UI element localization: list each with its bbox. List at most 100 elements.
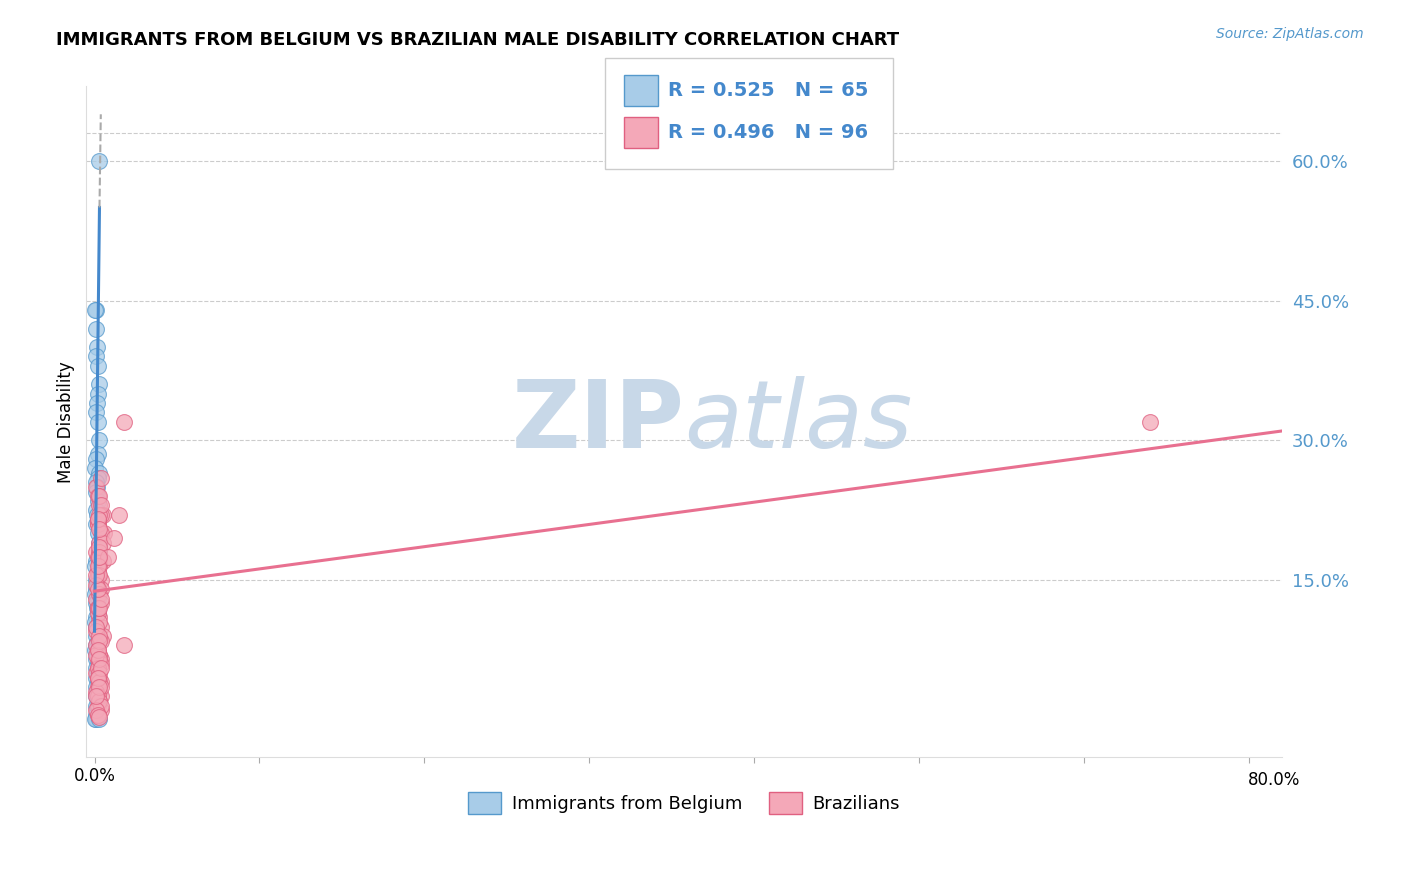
Point (87, 708, 110, 723)
Point (90, 703, 112, 717)
Point (89, 685, 111, 699)
Point (90, 499, 112, 513)
Point (89, 657, 111, 671)
Point (84, 652, 107, 666)
Point (91, 508, 114, 522)
Point (84, 643, 107, 657)
Point (84, 545, 107, 559)
Point (87, 568, 110, 582)
Point (84, 624, 107, 639)
Point (93, 526, 115, 541)
Point (89, 610, 111, 624)
Point (84, 708, 107, 723)
Point (84, 671, 107, 685)
Point (84, 302, 107, 317)
Point (84, 350, 107, 364)
Point (89, 466, 111, 480)
Point (89, 489, 111, 503)
Point (89, 545, 111, 559)
Point (86, 648, 108, 662)
Point (84, 712, 107, 726)
Point (87, 606, 110, 620)
Point (84, 690, 107, 704)
Text: IMMIGRANTS FROM BELGIUM VS BRAZILIAN MALE DISABILITY CORRELATION CHART: IMMIGRANTS FROM BELGIUM VS BRAZILIAN MAL… (56, 31, 900, 49)
Point (87, 386, 110, 401)
Point (90, 526, 112, 541)
Point (84, 503, 107, 517)
Point (112, 638, 135, 652)
Point (86, 577, 108, 591)
Point (87, 493, 110, 508)
Point (84, 596, 107, 610)
Point (87, 708, 110, 723)
Point (90, 652, 112, 666)
Point (89, 541, 111, 555)
Point (103, 531, 125, 545)
Point (84, 615, 107, 629)
Point (87, 535, 110, 549)
Point (84, 648, 107, 662)
Point (89, 648, 111, 662)
Point (84, 591, 107, 606)
Point (87, 606, 110, 620)
Point (84, 475, 107, 490)
Point (89, 712, 111, 726)
Point (89, 535, 111, 549)
Point (90, 690, 112, 704)
Point (90, 596, 112, 610)
Point (90, 661, 112, 675)
Point (84, 577, 107, 591)
Point (87, 643, 110, 657)
Point (87, 377, 110, 392)
Point (84, 587, 107, 601)
Point (90, 633, 112, 648)
Point (84, 690, 107, 704)
Point (87, 601, 110, 615)
Point (84, 610, 107, 624)
Text: Source: ZipAtlas.com: Source: ZipAtlas.com (1216, 27, 1364, 41)
Point (87, 661, 110, 675)
Point (89, 629, 111, 643)
Point (86, 396, 108, 410)
Point (89, 559, 111, 574)
Point (87, 517, 110, 532)
Point (89, 615, 111, 629)
Point (89, 680, 111, 694)
Point (87, 489, 110, 503)
Point (90, 470, 112, 484)
Point (91, 629, 114, 643)
Point (84, 685, 107, 699)
Point (87, 549, 110, 564)
Text: 80.0%: 80.0% (1247, 771, 1301, 789)
Point (84, 703, 107, 717)
Point (89, 549, 111, 564)
Point (87, 680, 110, 694)
Point (87, 415, 110, 429)
Point (87, 512, 110, 526)
Point (84, 619, 107, 633)
Point (84, 517, 107, 532)
Point (87, 657, 110, 671)
Point (89, 522, 111, 536)
Point (84, 698, 107, 713)
Point (84, 484, 107, 499)
Point (87, 517, 110, 532)
Point (84, 629, 107, 643)
Point (90, 680, 112, 694)
Point (84, 480, 107, 494)
Point (89, 601, 111, 615)
Point (90, 675, 112, 690)
Point (84, 582, 107, 597)
Point (89, 648, 111, 662)
Point (87, 591, 110, 606)
Point (86, 508, 108, 522)
Point (87, 643, 110, 657)
Point (97, 549, 120, 564)
Point (84, 559, 107, 574)
Point (87, 470, 110, 484)
Point (89, 587, 111, 601)
Point (84, 405, 107, 419)
Point (90, 582, 112, 597)
Point (89, 694, 111, 708)
Point (90, 657, 112, 671)
